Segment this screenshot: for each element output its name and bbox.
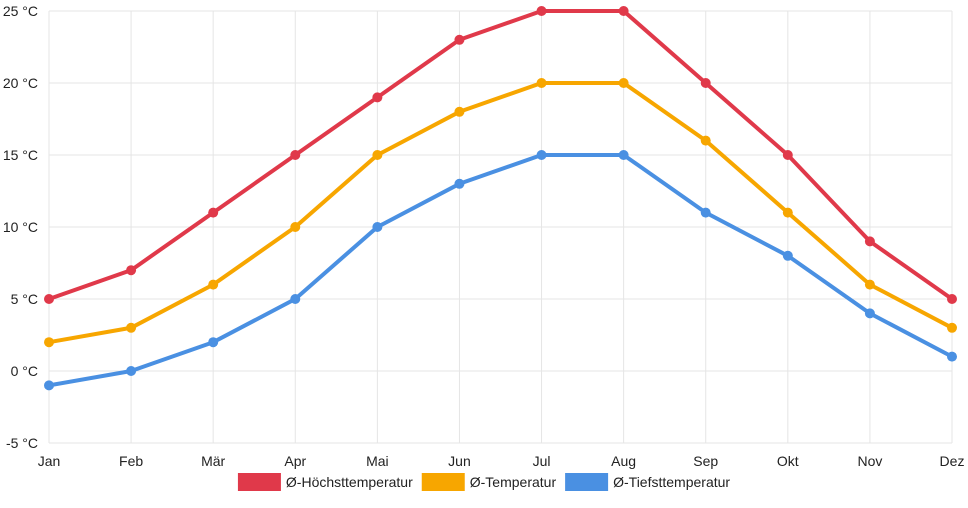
data-point bbox=[782, 250, 793, 261]
legend-label: Ø-Temperatur bbox=[470, 474, 557, 490]
data-point bbox=[44, 294, 54, 304]
data-point bbox=[372, 222, 383, 232]
data-point bbox=[947, 351, 957, 362]
data-point bbox=[44, 380, 54, 391]
data-point bbox=[864, 236, 875, 247]
data-point bbox=[536, 150, 547, 160]
data-point bbox=[618, 78, 629, 88]
series-3 bbox=[44, 150, 957, 391]
data-point bbox=[208, 279, 219, 290]
data-point bbox=[864, 308, 875, 319]
series-line bbox=[47, 9, 954, 301]
y-tick-label: 5 °C bbox=[11, 291, 38, 307]
data-point bbox=[44, 337, 54, 348]
legend-swatch bbox=[237, 473, 281, 491]
x-tick-label: Apr bbox=[284, 453, 306, 469]
data-point bbox=[454, 178, 465, 189]
data-point bbox=[372, 92, 383, 103]
x-tick-label: Nov bbox=[857, 453, 882, 469]
data-point bbox=[290, 222, 301, 232]
data-point bbox=[618, 6, 629, 16]
data-point bbox=[208, 207, 219, 218]
legend-swatch bbox=[565, 473, 609, 491]
data-series bbox=[44, 6, 957, 391]
legend: Ø-Höchsttemperatur Ø-Temperatur Ø-Tiefstte… bbox=[237, 473, 730, 491]
data-point bbox=[290, 294, 301, 304]
data-point bbox=[618, 150, 629, 160]
x-tick-label: Mär bbox=[201, 453, 225, 469]
data-point bbox=[454, 106, 465, 117]
y-tick-label: -5 °C bbox=[6, 435, 38, 451]
legend-label: Ø-Höchsttemperatur bbox=[286, 474, 413, 490]
data-point bbox=[700, 135, 711, 146]
data-point bbox=[126, 322, 137, 333]
data-point bbox=[290, 150, 301, 160]
data-point bbox=[126, 265, 137, 276]
y-tick-label: 0 °C bbox=[11, 363, 38, 379]
data-point bbox=[454, 34, 465, 45]
data-point bbox=[700, 78, 711, 88]
x-tick-label: Feb bbox=[119, 453, 143, 469]
data-point bbox=[536, 78, 547, 88]
legend-label: Ø-Tiefsttemperatur bbox=[613, 474, 730, 490]
data-point bbox=[372, 150, 383, 160]
series-2 bbox=[44, 78, 957, 348]
data-point bbox=[864, 279, 875, 290]
y-tick-label: 15 °C bbox=[3, 147, 38, 163]
legend-swatch bbox=[421, 473, 465, 491]
x-tick-label: Jan bbox=[38, 453, 61, 469]
x-tick-label: Sep bbox=[693, 453, 718, 469]
legend-item: Ø-Temperatur bbox=[421, 473, 557, 491]
series-1 bbox=[44, 6, 957, 304]
data-point bbox=[947, 294, 957, 304]
x-tick-label: Jun bbox=[448, 453, 471, 469]
data-point bbox=[126, 366, 137, 376]
y-tick-label: 20 °C bbox=[3, 75, 38, 91]
x-tick-label: Mai bbox=[366, 453, 389, 469]
x-tick-label: Dez bbox=[940, 453, 965, 469]
x-tick-label: Okt bbox=[777, 453, 799, 469]
y-tick-label: 10 °C bbox=[3, 219, 38, 235]
series-line bbox=[47, 81, 954, 345]
y-tick-label: 25 °C bbox=[3, 3, 38, 19]
series-line bbox=[47, 153, 954, 388]
axes: -5 °C 0 °C 5 °C 10 °C 15 °C 20 °C 25 °C Jan Feb M… bbox=[3, 3, 965, 469]
data-point bbox=[536, 6, 547, 16]
data-point bbox=[208, 337, 219, 348]
data-point bbox=[782, 150, 793, 160]
x-tick-label: Aug bbox=[611, 453, 636, 469]
data-point bbox=[782, 207, 793, 218]
data-point bbox=[700, 207, 711, 218]
data-point bbox=[947, 322, 957, 333]
grid-lines bbox=[48, 10, 953, 444]
legend-item: Ø-Höchsttemperatur bbox=[237, 473, 413, 491]
x-tick-label: Jul bbox=[533, 453, 551, 469]
legend-item: Ø-Tiefsttemperatur bbox=[565, 473, 730, 491]
